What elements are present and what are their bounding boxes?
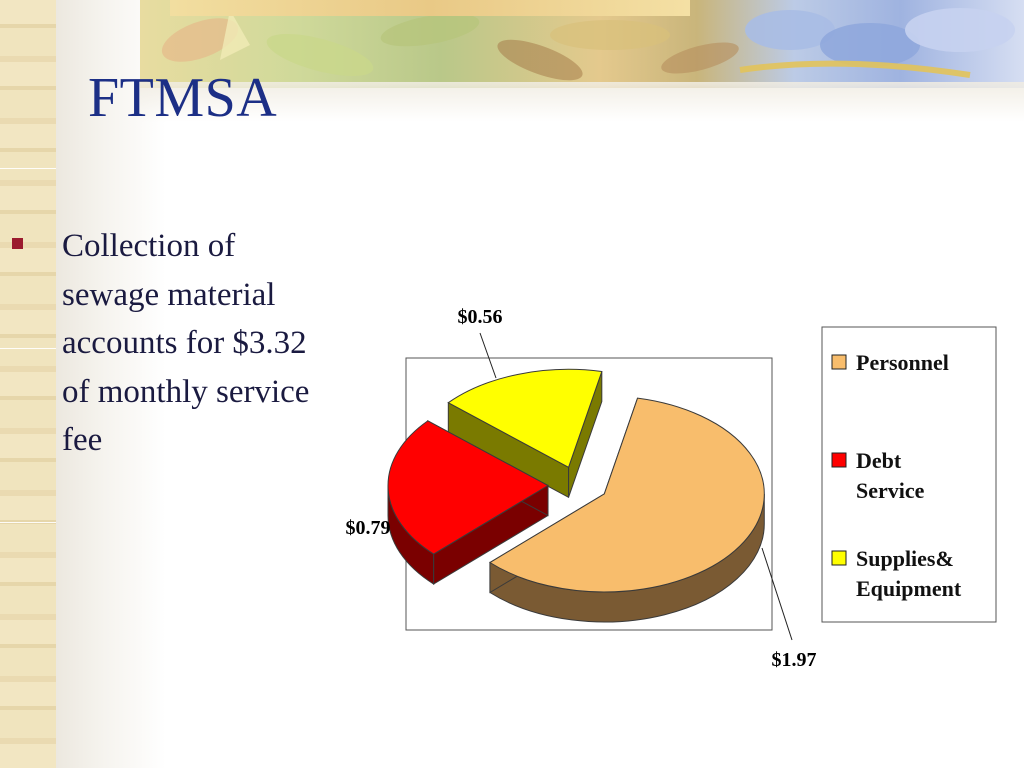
legend-box: [821, 326, 997, 623]
legend-swatch: [831, 550, 847, 566]
bullet-text: Collection of sewage material accounts f…: [62, 228, 310, 458]
slide-title: FTMSA: [88, 67, 278, 129]
pie-slice-debt-service: [387, 420, 550, 585]
slice-top: [488, 397, 765, 593]
legend-label: Service: [856, 478, 925, 503]
legend-label: Debt: [856, 448, 902, 473]
left-border-decoration: [0, 0, 60, 768]
banner-ribbon: [170, 0, 690, 16]
legend-item: Debt Service: [831, 448, 925, 503]
legend-label: Supplies&: [856, 546, 954, 571]
legend-label: Equipment: [856, 576, 962, 601]
data-label: $1.97: [772, 649, 817, 671]
data-label: $0.56: [458, 306, 503, 328]
border-tile-seam: [0, 348, 60, 349]
legend-item: Supplies&Equipment: [831, 546, 962, 601]
banner-leaves-art: [161, 8, 1015, 81]
slice-top: [387, 420, 550, 555]
legend-item: Personnel: [831, 350, 949, 375]
border-tile-seam: [0, 168, 60, 169]
banner-fade: [140, 82, 1024, 122]
bullet-marker: [12, 238, 23, 249]
legend-swatch: [831, 452, 847, 468]
pie-slice-supplies-equipment: [447, 368, 603, 499]
slice-top: [447, 368, 603, 469]
legend-label: Personnel: [856, 350, 949, 375]
legend-swatch: [831, 354, 847, 370]
pie-slice-personnel: [488, 397, 765, 623]
border-tile-seam: [0, 522, 60, 523]
leader-line: [479, 332, 497, 379]
leader-line: [761, 547, 793, 641]
data-label: $0.79: [346, 517, 391, 539]
left-fade: [56, 0, 166, 768]
